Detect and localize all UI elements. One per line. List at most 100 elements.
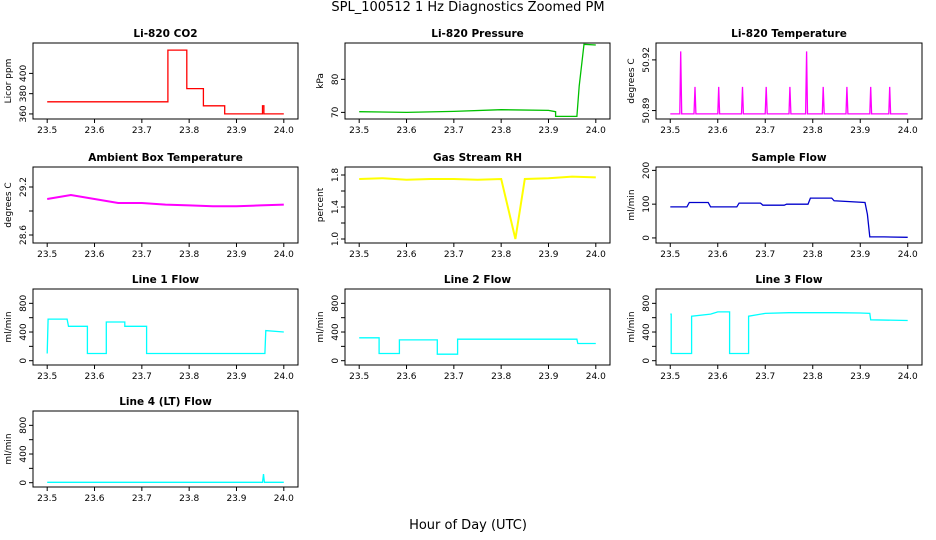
x-tick-label: 23.6: [84, 372, 104, 382]
x-tick-label: 23.7: [444, 372, 464, 382]
x-tick-label: 23.5: [660, 126, 680, 136]
series-line: [670, 51, 908, 115]
x-tick-label: 23.5: [37, 250, 57, 260]
x-tick-label: 23.6: [84, 494, 104, 504]
y-tick-label: 29.2: [19, 177, 29, 197]
x-tick-label: 24.0: [898, 126, 918, 136]
plot-frame: [344, 166, 611, 244]
panel-title: Line 1 Flow: [132, 274, 199, 286]
x-tick-label: 24.0: [898, 372, 918, 382]
x-tick-label: 23.7: [132, 126, 152, 136]
x-tick-label: 23.8: [179, 372, 199, 382]
panel-title: Sample Flow: [751, 152, 826, 164]
y-tick-label: 360: [19, 105, 29, 122]
chart-panel-5: Gas Stream RH 23.5 23.6 23.7 23.8 23.9 24.0 1.0…: [316, 152, 611, 260]
chart-panel-3: Li-820 Temperature 23.5 23.6 23.7 23.8 23.9 24…: [627, 28, 923, 136]
x-tick-label: 23.6: [708, 126, 728, 136]
y-axis-label: kPa: [316, 73, 326, 89]
x-tick-label: 23.5: [37, 494, 57, 504]
chart-panel-10: Line 4 (LT) Flow 23.5 23.6 23.7 23.8 23.9 24.0…: [4, 396, 299, 504]
x-tick-label: 23.9: [226, 126, 246, 136]
y-tick-label: 400: [19, 323, 29, 340]
plot-frame: [32, 42, 299, 120]
x-tick-label: 23.5: [349, 372, 369, 382]
y-tick-label: 50.92: [642, 47, 652, 73]
y-tick-label: 800: [19, 294, 29, 311]
x-tick-label: 23.9: [850, 126, 870, 136]
y-tick-label: 400: [19, 65, 29, 82]
plot-frame: [655, 288, 923, 366]
y-tick-label: 1.4: [331, 200, 341, 215]
x-tick-label: 23.6: [84, 126, 104, 136]
x-tick-label: 23.6: [396, 126, 416, 136]
x-tick-label: 23.7: [755, 250, 775, 260]
y-axis-label: ml/min: [4, 311, 14, 342]
y-tick-label: 0: [19, 480, 29, 486]
panel-title: Li-820 Pressure: [431, 28, 524, 40]
x-tick-label: 23.5: [37, 126, 57, 136]
x-tick-label: 24.0: [586, 126, 606, 136]
x-tick-label: 23.8: [803, 126, 823, 136]
x-tick-label: 23.9: [226, 494, 246, 504]
y-axis-label: ml/min: [627, 189, 637, 220]
chart-panel-9: Line 3 Flow 23.5 23.6 23.7 23.8 23.9 24.0 0 400 8…: [627, 274, 923, 382]
plot-frame: [32, 288, 299, 366]
x-tick-label: 23.7: [755, 372, 775, 382]
y-tick-label: 70: [331, 106, 341, 118]
x-tick-label: 23.9: [538, 250, 558, 260]
y-axis-label: degrees C: [627, 58, 637, 103]
chart-panel-2: Li-820 Pressure 23.5 23.6 23.7 23.8 23.9 24.0 7…: [316, 28, 611, 136]
x-tick-label: 23.8: [179, 126, 199, 136]
y-tick-label: 0: [331, 358, 341, 364]
plot-frame: [344, 288, 611, 366]
panel-title: Ambient Box Temperature: [88, 152, 243, 164]
x-tick-label: 23.5: [349, 250, 369, 260]
y-axis-label: ml/min: [316, 311, 326, 342]
x-tick-label: 24.0: [274, 126, 294, 136]
y-tick-label: 400: [331, 323, 341, 340]
x-tick-label: 23.8: [491, 126, 511, 136]
x-tick-label: 23.9: [850, 372, 870, 382]
figure-title: SPL_100512 1 Hz Diagnostics Zoomed PM: [331, 0, 605, 15]
y-tick-label: 380: [19, 85, 29, 102]
x-tick-label: 23.5: [37, 372, 57, 382]
y-tick-label: 400: [19, 445, 29, 462]
chart-panel-1: Li-820 CO2 23.5 23.6 23.7 23.8 23.9 24.0 360 380…: [4, 28, 299, 136]
panel-title: Line 4 (LT) Flow: [119, 396, 212, 408]
y-tick-label: 800: [642, 294, 652, 311]
plot-frame: [655, 166, 923, 244]
x-tick-label: 24.0: [274, 250, 294, 260]
x-tick-label: 24.0: [898, 250, 918, 260]
x-tick-label: 24.0: [586, 250, 606, 260]
y-tick-label: 28.6: [19, 225, 29, 245]
plot-frame: [655, 42, 923, 120]
chart-panel-8: Line 2 Flow 23.5 23.6 23.7 23.8 23.9 24.0 0 400 8…: [316, 274, 611, 382]
x-tick-label: 23.7: [755, 126, 775, 136]
x-tick-label: 23.7: [444, 126, 464, 136]
y-axis-label: ml/min: [627, 311, 637, 342]
series-line: [359, 175, 596, 240]
x-tick-label: 24.0: [586, 372, 606, 382]
plot-frame: [344, 42, 611, 120]
x-tick-label: 23.9: [850, 250, 870, 260]
x-tick-label: 23.5: [660, 372, 680, 382]
series-line: [47, 474, 284, 483]
y-tick-label: 1.8: [331, 168, 341, 183]
panel-title: Line 3 Flow: [755, 274, 822, 286]
x-tick-label: 23.9: [538, 126, 558, 136]
panel-title: Line 2 Flow: [444, 274, 511, 286]
y-axis-label: Licor ppm: [4, 59, 14, 104]
y-tick-label: 0: [19, 358, 29, 364]
y-tick-label: 0: [642, 235, 652, 241]
y-tick-label: 0: [642, 358, 652, 364]
y-tick-label: 800: [19, 416, 29, 433]
y-tick-label: 800: [331, 294, 341, 311]
series-line: [670, 197, 908, 238]
x-tick-label: 24.0: [274, 372, 294, 382]
y-axis-label: ml/min: [4, 433, 14, 464]
figure-x-axis-label: Hour of Day (UTC): [409, 518, 527, 533]
x-tick-label: 23.7: [132, 494, 152, 504]
series-line: [359, 43, 596, 118]
x-tick-label: 23.6: [396, 372, 416, 382]
